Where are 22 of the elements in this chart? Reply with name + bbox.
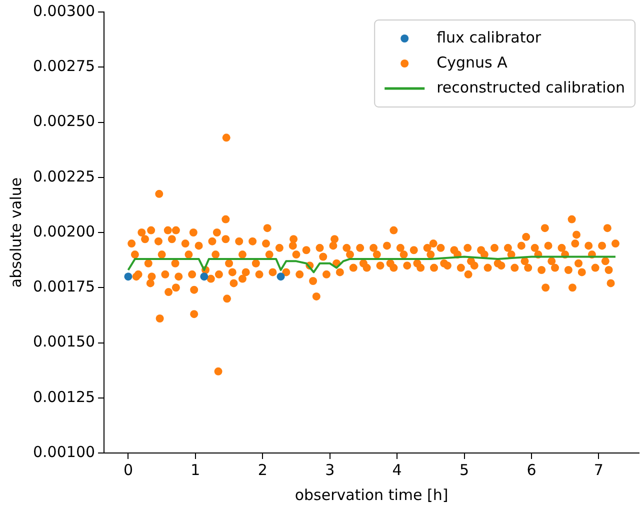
x-tick-label: 6 <box>526 460 536 479</box>
y-tick-label: 0.00275 <box>33 57 96 76</box>
y-tick-label: 0.00100 <box>33 442 96 461</box>
y-tick-label: 0.00150 <box>33 332 96 351</box>
y-axis-title: absolute value <box>6 177 25 288</box>
x-tick-label: 2 <box>258 460 268 479</box>
x-axis-title: observation time [h] <box>294 486 448 504</box>
legend-label: flux calibrator <box>436 28 542 46</box>
y-tick-label: 0.00125 <box>33 388 96 406</box>
y-tick-label: 0.00225 <box>33 167 96 186</box>
x-tick-label: 3 <box>325 460 335 479</box>
x-tick-label: 1 <box>190 460 200 479</box>
y-tick-label: 0.00200 <box>33 222 96 240</box>
y-tick-label: 0.00175 <box>33 278 96 296</box>
y-tick-label: 0.00250 <box>33 112 96 130</box>
x-tick-label: 7 <box>594 460 604 479</box>
legend-label: Cygnus A <box>436 53 508 72</box>
x-tick-label: 0 <box>123 460 133 479</box>
legend-label: reconstructed calibration <box>436 78 626 96</box>
x-tick-label: 5 <box>459 460 470 479</box>
x-tick-label: 4 <box>392 460 402 479</box>
y-tick-label: 0.00300 <box>33 2 96 20</box>
